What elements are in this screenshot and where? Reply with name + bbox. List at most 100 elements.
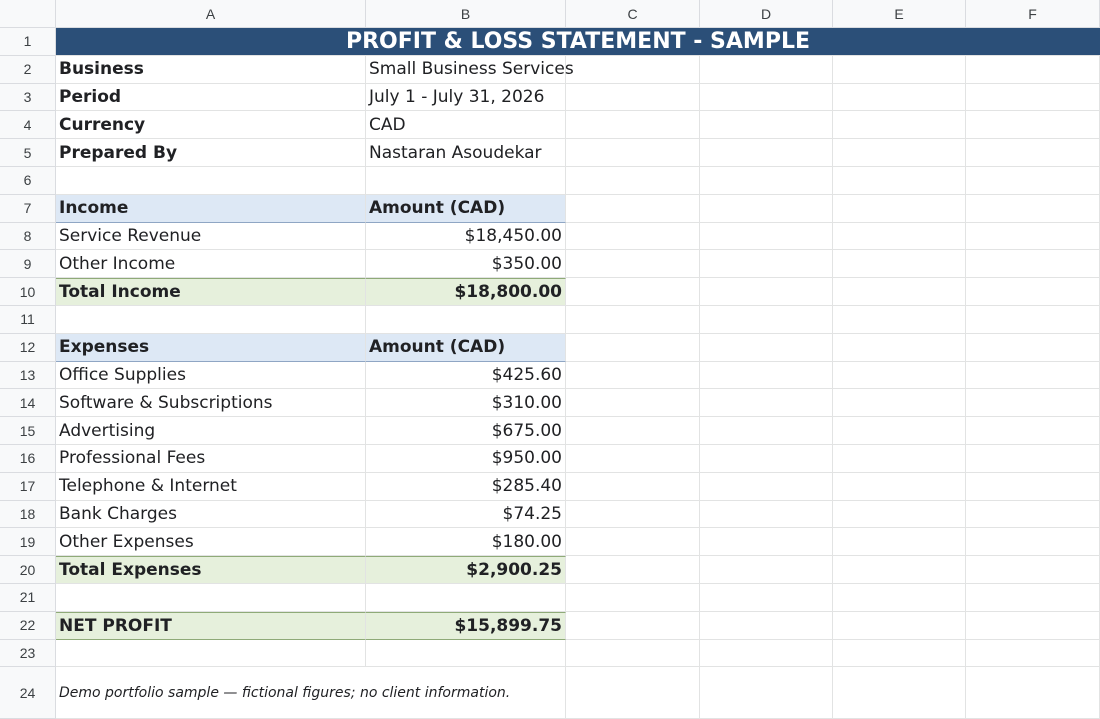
grid-cell[interactable] (566, 333, 700, 362)
grid-cell[interactable] (566, 167, 700, 195)
row-header-21[interactable]: 21 (0, 584, 56, 612)
row-header-19[interactable]: 19 (0, 528, 56, 557)
grid-cell[interactable] (700, 611, 833, 640)
grid-cell[interactable] (833, 667, 966, 719)
grid-cell[interactable] (966, 584, 1100, 612)
grid-cell[interactable] (833, 639, 966, 668)
grid-cell[interactable] (566, 222, 700, 251)
row-header-23[interactable]: 23 (0, 639, 56, 668)
column-header-b[interactable]: B (366, 0, 566, 28)
grid-cell[interactable] (566, 667, 700, 719)
info-value[interactable]: Small Business Services (366, 55, 574, 84)
expense-item-label[interactable]: Telephone & Internet (56, 472, 366, 501)
grid-cell[interactable] (566, 584, 700, 612)
grid-cell[interactable] (700, 306, 833, 334)
row-header-14[interactable]: 14 (0, 389, 56, 418)
row-header-5[interactable]: 5 (0, 139, 56, 167)
total-expenses-amount[interactable]: $2,900.25 (366, 556, 566, 584)
row-header-16[interactable]: 16 (0, 445, 56, 473)
info-label[interactable]: Business (56, 55, 366, 84)
row-header-24[interactable]: 24 (0, 667, 56, 719)
row-header-6[interactable]: 6 (0, 167, 56, 195)
grid-cell[interactable] (700, 194, 833, 223)
grid-cell[interactable] (700, 250, 833, 279)
empty-cell[interactable] (366, 167, 566, 195)
total-expenses-label[interactable]: Total Expenses (56, 556, 366, 584)
expense-item-label[interactable]: Office Supplies (56, 361, 366, 390)
grid-cell[interactable] (566, 194, 700, 223)
sheet-title[interactable]: PROFIT & LOSS STATEMENT - SAMPLE (56, 28, 1100, 56)
income-item-label[interactable]: Other Income (56, 250, 366, 279)
total-income-label[interactable]: Total Income (56, 278, 366, 306)
grid-cell[interactable] (966, 667, 1100, 719)
row-header-1[interactable]: 1 (0, 28, 56, 56)
grid-cell[interactable] (833, 361, 966, 390)
expense-item-amount[interactable]: $675.00 (366, 417, 566, 445)
column-header-d[interactable]: D (700, 0, 833, 28)
expenses-amount-header[interactable]: Amount (CAD) (366, 333, 566, 362)
row-header-12[interactable]: 12 (0, 333, 56, 362)
column-header-e[interactable]: E (833, 0, 966, 28)
grid-cell[interactable] (833, 556, 966, 584)
grid-cell[interactable] (700, 556, 833, 584)
grid-cell[interactable] (833, 139, 966, 167)
income-item-amount[interactable]: $350.00 (366, 250, 566, 279)
grid-cell[interactable] (700, 472, 833, 501)
total-income-amount[interactable]: $18,800.00 (366, 278, 566, 306)
grid-cell[interactable] (966, 639, 1100, 668)
row-header-9[interactable]: 9 (0, 250, 56, 279)
grid-cell[interactable] (700, 500, 833, 529)
expense-item-amount[interactable]: $285.40 (366, 472, 566, 501)
column-header-a[interactable]: A (56, 0, 366, 28)
row-header-13[interactable]: 13 (0, 361, 56, 390)
expenses-header[interactable]: Expenses (56, 333, 366, 362)
row-header-7[interactable]: 7 (0, 194, 56, 223)
expense-item-amount[interactable]: $74.25 (366, 500, 566, 529)
income-item-amount[interactable]: $18,450.00 (366, 222, 566, 251)
net-profit-label[interactable]: NET PROFIT (56, 611, 366, 640)
grid-cell[interactable] (833, 611, 966, 640)
grid-cell[interactable] (833, 278, 966, 306)
grid-cell[interactable] (833, 111, 966, 140)
grid-cell[interactable] (566, 389, 700, 418)
grid-cell[interactable] (700, 389, 833, 418)
empty-cell[interactable] (56, 167, 366, 195)
grid-cell[interactable] (566, 417, 700, 445)
grid-cell[interactable] (566, 500, 700, 529)
info-value[interactable]: Nastaran Asoudekar (366, 139, 566, 167)
column-header-f[interactable]: F (966, 0, 1100, 28)
grid-cell[interactable] (966, 361, 1100, 390)
empty-cell[interactable] (366, 306, 566, 334)
grid-cell[interactable] (566, 556, 700, 584)
grid-cell[interactable] (833, 500, 966, 529)
empty-cell[interactable] (56, 306, 366, 334)
grid-cell[interactable] (966, 250, 1100, 279)
grid-cell[interactable] (700, 584, 833, 612)
grid-cell[interactable] (966, 306, 1100, 334)
row-header-22[interactable]: 22 (0, 611, 56, 640)
grid-cell[interactable] (566, 472, 700, 501)
net-profit-amount[interactable]: $15,899.75 (366, 611, 566, 640)
grid-cell[interactable] (966, 55, 1100, 84)
row-header-15[interactable]: 15 (0, 417, 56, 445)
empty-cell[interactable] (56, 584, 366, 612)
grid-cell[interactable] (966, 556, 1100, 584)
grid-cell[interactable] (833, 445, 966, 473)
grid-cell[interactable] (700, 222, 833, 251)
grid-cell[interactable] (700, 417, 833, 445)
grid-cell[interactable] (833, 250, 966, 279)
grid-cell[interactable] (966, 333, 1100, 362)
grid-cell[interactable] (833, 417, 966, 445)
grid-cell[interactable] (966, 222, 1100, 251)
expense-item-label[interactable]: Advertising (56, 417, 366, 445)
grid-cell[interactable] (566, 139, 700, 167)
grid-cell[interactable] (966, 139, 1100, 167)
grid-cell[interactable] (566, 528, 700, 557)
grid-cell[interactable] (966, 445, 1100, 473)
grid-cell[interactable] (566, 111, 700, 140)
income-header[interactable]: Income (56, 194, 366, 223)
row-header-20[interactable]: 20 (0, 556, 56, 584)
grid-cell[interactable] (966, 194, 1100, 223)
expense-item-label[interactable]: Software & Subscriptions (56, 389, 366, 418)
grid-cell[interactable] (700, 278, 833, 306)
